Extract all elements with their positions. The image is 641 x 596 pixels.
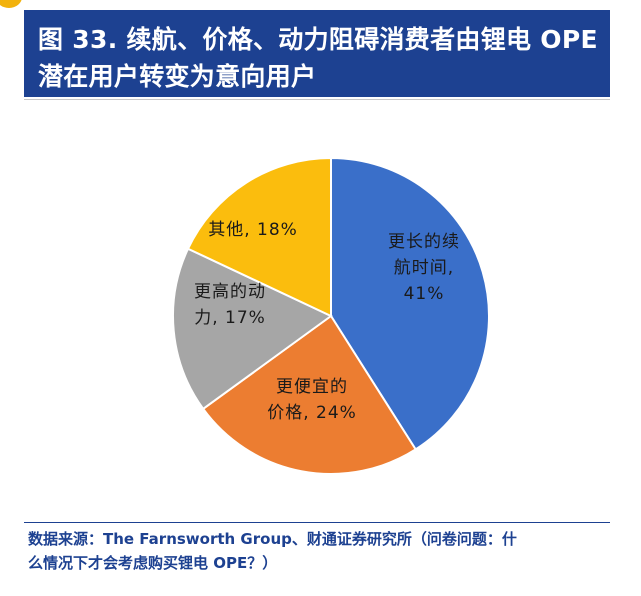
pie-label-3-line-0: 其他, 18%	[208, 220, 298, 240]
figure-title-line-1: 图 33. 续航、价格、动力阻碍消费者由锂电 OPE	[38, 25, 598, 54]
pie-slice-3	[186, 156, 332, 318]
source-note: 数据来源：The Farnsworth Group、财通证券研究所（问卷问题：什…	[28, 527, 618, 575]
title-divider	[24, 99, 610, 100]
pie-label-0-line-0: 更长的续	[388, 232, 460, 252]
pie-label-0-line-1: 航时间,	[394, 258, 454, 278]
pie-slices	[172, 156, 490, 475]
source-line-1: 数据来源：The Farnsworth Group、财通证券研究所（问卷问题：什	[28, 530, 517, 548]
pie-chart: 更长的续航时间, 41% 更便宜的价格, 24% 更高的动力, 17% 其他, 18%	[172, 156, 490, 475]
pie-label-1-line-1: 价格, 24%	[267, 403, 357, 423]
figure-title-bar: 图 33. 续航、价格、动力阻碍消费者由锂电 OPE 潜在用户转变为意向用户	[24, 10, 610, 97]
pie-label-0: 更长的续航时间, 41%	[388, 232, 460, 304]
corner-badge	[0, 0, 22, 8]
source-line-2: 么情况下才会考虑购买锂电 OPE？）	[28, 554, 278, 572]
pie-label-3: 其他, 18%	[208, 220, 298, 240]
source-divider	[24, 522, 610, 523]
pie-slice-1	[201, 314, 418, 475]
pie-label-0-line-2: 41%	[404, 284, 445, 304]
pie-slice-2	[172, 247, 333, 411]
pie-label-1: 更便宜的价格, 24%	[267, 377, 357, 423]
figure-title-line-2: 潜在用户转变为意向用户	[38, 62, 317, 91]
pie-label-2-line-0: 更高的动	[194, 282, 266, 302]
pie-label-2: 更高的动力, 17%	[194, 282, 266, 328]
pie-label-1-line-0: 更便宜的	[276, 377, 348, 397]
pie-labels: 更长的续航时间, 41% 更便宜的价格, 24% 更高的动力, 17% 其他, 18%	[194, 220, 460, 423]
pie-label-2-line-1: 力, 17%	[194, 308, 266, 328]
